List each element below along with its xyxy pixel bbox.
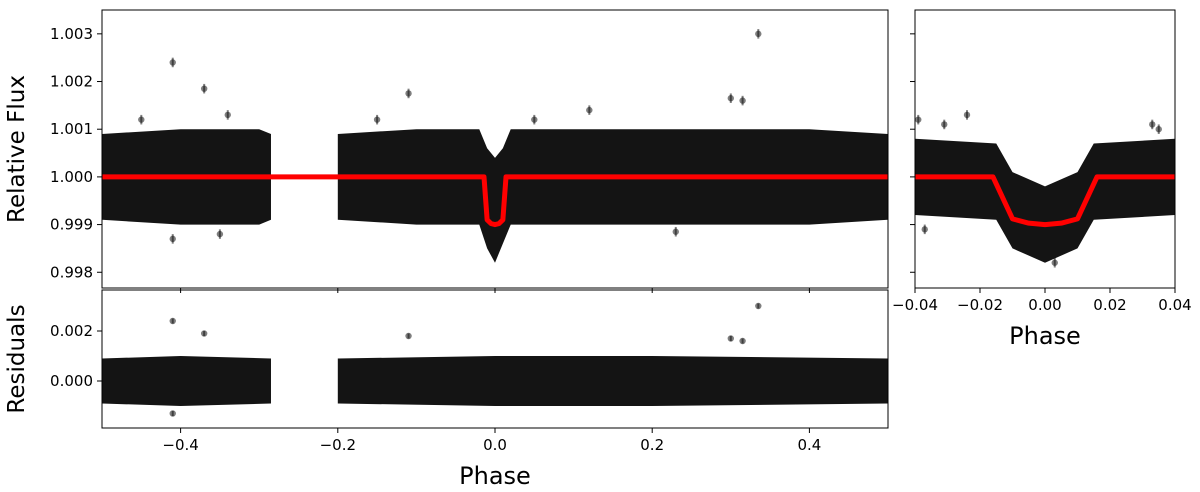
x-tick-label: 0.00 [1028, 296, 1061, 314]
data-point [921, 226, 928, 233]
plot-area [102, 302, 888, 417]
noise-band [337, 356, 888, 406]
data-point [941, 121, 948, 128]
data-point [739, 337, 746, 345]
noise-band [915, 138, 1175, 263]
data-point [963, 111, 971, 119]
data-point [169, 410, 176, 417]
data-point [915, 116, 922, 123]
y-tick-label: 0.999 [50, 216, 93, 234]
y-tick-label: 1.003 [50, 25, 93, 43]
data-point [169, 59, 176, 66]
y-tick-label: 1.002 [50, 73, 93, 91]
data-point [405, 332, 412, 340]
model-line [915, 174, 1175, 228]
y-tick-label: 0.998 [50, 263, 93, 281]
data-point [138, 116, 145, 123]
model-line [102, 174, 888, 228]
plot-area [915, 110, 1175, 268]
data-point [405, 90, 412, 97]
plot-area [102, 29, 888, 263]
data-point [224, 111, 231, 119]
noise-band [102, 356, 271, 406]
data-point [1051, 259, 1058, 266]
y-axis-label: Residuals [4, 304, 30, 413]
data-point [672, 228, 679, 235]
x-tick-label: −0.04 [892, 296, 938, 314]
data-point [727, 335, 734, 342]
data-point [169, 235, 176, 243]
data-point [586, 106, 593, 114]
data-point [755, 302, 762, 310]
x-tick-label: 0.02 [1093, 296, 1126, 314]
data-point [739, 97, 746, 104]
x-axis-label: Phase [459, 462, 531, 490]
x-tick-label: −0.4 [162, 436, 198, 454]
y-tick-label: 1.001 [50, 120, 93, 138]
data-point [200, 330, 208, 337]
data-point [216, 230, 224, 238]
x-tick-label: 0.0 [483, 436, 507, 454]
x-axis-label: Phase [1009, 322, 1081, 350]
x-tick-label: −0.02 [957, 296, 1003, 314]
y-tick-label: 1.000 [50, 168, 93, 186]
y-axis-label: Relative Flux [4, 75, 30, 223]
data-point [531, 116, 538, 123]
data-point [727, 95, 734, 102]
data-point [373, 116, 381, 123]
data-point [200, 85, 208, 92]
x-tick-label: 0.4 [797, 436, 821, 454]
x-tick-label: 0.04 [1158, 296, 1191, 314]
data-point [755, 30, 762, 38]
x-tick-label: 0.2 [640, 436, 664, 454]
y-tick-label: 0.002 [50, 322, 93, 340]
data-point [1149, 121, 1156, 128]
data-point [169, 317, 176, 325]
y-tick-label: 0.000 [50, 372, 93, 390]
noise-band [337, 129, 888, 263]
x-tick-label: −0.2 [320, 436, 356, 454]
data-point [1155, 126, 1162, 133]
